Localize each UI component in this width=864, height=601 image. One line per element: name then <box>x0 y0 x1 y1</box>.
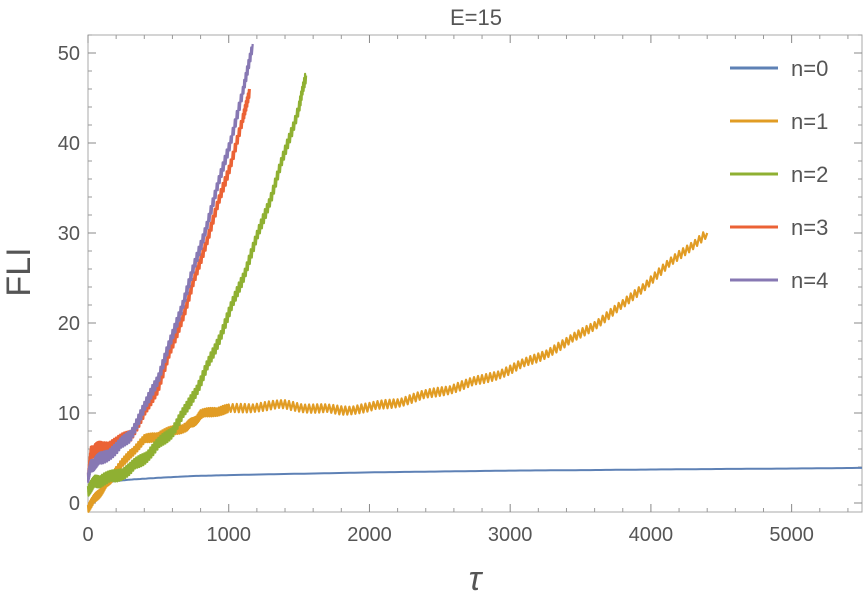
major-ticks <box>87 35 862 512</box>
series-line-n-1 <box>86 231 709 513</box>
legend-label: n=4 <box>791 268 828 293</box>
series-line-n-2 <box>86 72 308 497</box>
y-tick-label: 30 <box>58 223 80 245</box>
x-axis-title: τ <box>469 560 484 598</box>
series-line-n-3 <box>86 88 251 483</box>
y-tick-label: 50 <box>58 43 80 65</box>
legend: n=0 n=1 n=2 n=3 n=4 <box>730 56 828 293</box>
x-tick-label: 4000 <box>629 524 674 546</box>
y-tick-label: 40 <box>58 133 80 155</box>
x-tick-labels: 0 1000 2000 3000 4000 5000 <box>82 524 813 546</box>
series-lines <box>86 43 862 513</box>
legend-label: n=1 <box>791 109 828 134</box>
x-tick-label: 3000 <box>488 524 533 546</box>
chart-title: E=15 <box>450 5 502 30</box>
y-tick-label: 0 <box>69 493 80 515</box>
y-tick-label: 10 <box>58 403 80 425</box>
x-tick-label: 0 <box>82 524 93 546</box>
y-tick-label: 20 <box>58 313 80 335</box>
x-tick-label: 2000 <box>347 524 392 546</box>
legend-label: n=0 <box>791 56 828 81</box>
plot-frame <box>87 34 863 513</box>
series-line-n-0 <box>87 466 862 493</box>
y-tick-labels: 0 10 20 30 40 50 <box>58 43 80 515</box>
x-tick-label: 5000 <box>769 524 814 546</box>
legend-label: n=2 <box>791 162 828 187</box>
y-axis-title: FLI <box>0 247 38 296</box>
series-line-n-4 <box>86 43 254 484</box>
x-tick-label: 1000 <box>206 524 251 546</box>
minor-ticks <box>88 34 862 512</box>
legend-label: n=3 <box>791 215 828 240</box>
